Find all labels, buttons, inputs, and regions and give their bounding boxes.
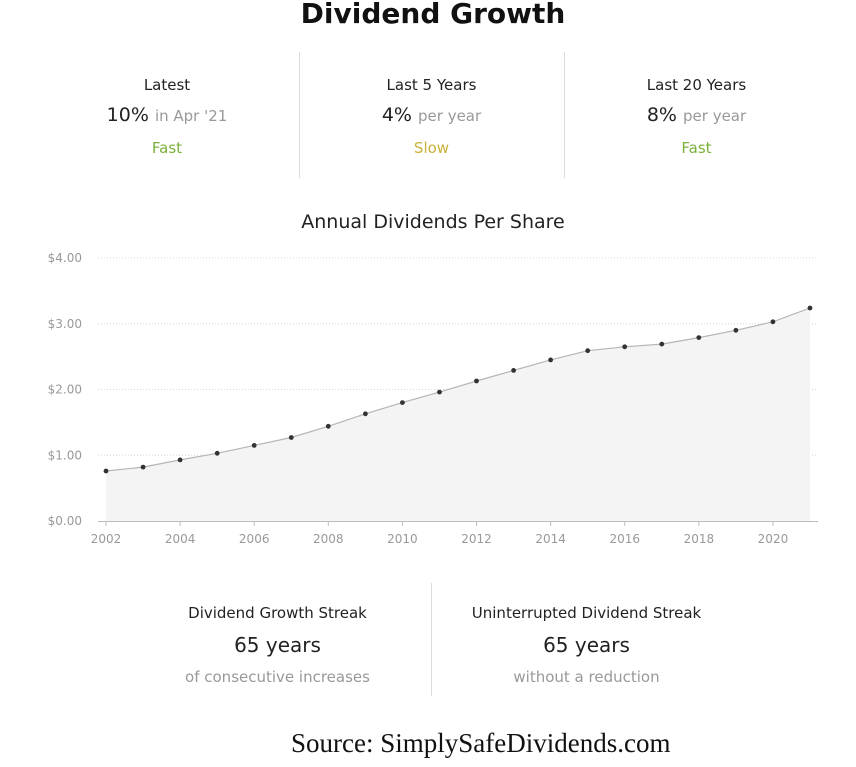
y-tick-label: $2.00 [48,383,82,397]
streak-value: 65 years [543,633,630,657]
stat-label: Latest [143,76,191,94]
source-caption: Source: SimplySafeDividends.com [291,728,671,758]
stat-label: Last 5 Years [386,76,477,94]
stat-value-number: 4% [381,104,412,126]
stat-value: 10% in Apr '21 [35,104,299,126]
data-point [733,327,739,333]
x-tick-label: 2016 [609,532,640,546]
x-tick-label: 2004 [165,532,196,546]
stat-value: 4% per year [299,104,564,126]
data-point [659,341,665,347]
data-point [251,443,257,448]
stat-value: 8% per year [564,104,829,126]
data-point [585,348,591,354]
data-point [400,400,405,405]
streak-sub: of consecutive increases [185,668,370,686]
stat-value-sub: in Apr '21 [154,107,228,125]
y-tick-label: $3.00 [48,317,82,331]
x-tick-label: 2008 [313,532,344,546]
data-point [696,335,702,340]
dividends-chart: $0.00 $1.00 $2.00 $3.00 $4.00 2002 2004 2006 200… [48,251,818,546]
x-tick-label: 2018 [684,532,715,546]
x-tick-label: 2006 [239,532,270,546]
data-point [325,423,331,429]
data-point [437,389,442,395]
data-point [214,450,220,456]
y-tick-label: $0.00 [48,514,82,528]
data-point [363,411,368,417]
stat-value-number: 8% [646,104,677,126]
data-point [511,368,516,373]
stat-value-sub: per year [418,107,482,125]
streak-dividend-growth: Dividend Growth Streak 65 years of conse… [124,583,432,696]
streak-uninterrupted: Uninterrupted Dividend Streak 65 years w… [432,583,741,696]
x-tick-label: 2010 [387,532,418,546]
stat-last-5-years: Last 5 Years 4% per year Slow [299,52,565,178]
data-point [807,305,813,311]
stat-rating: Fast [151,139,183,157]
chart-title: Annual Dividends Per Share [301,211,565,233]
streak-label: Uninterrupted Dividend Streak [471,604,702,622]
data-point [177,457,183,463]
stat-rating: Slow [413,139,450,157]
data-point [548,357,553,363]
x-tick-label: 2014 [535,532,566,546]
y-tick-label: $1.00 [48,448,82,462]
stat-last-20-years: Last 20 Years 8% per year Fast [564,52,829,178]
stat-latest: Latest 10% in Apr '21 Fast [35,52,300,178]
streak-sub: without a reduction [513,668,660,686]
x-tick-label: 2002 [91,532,122,546]
streak-label: Dividend Growth Streak [188,604,367,622]
streak-value: 65 years [234,633,321,657]
data-point [770,319,776,325]
data-point [103,468,109,474]
series-line [105,307,811,472]
stat-label: Last 20 Years [646,76,747,94]
stat-value-number: 10% [106,104,149,126]
stat-value-sub: per year [683,107,747,125]
x-tick-label: 2012 [461,532,492,546]
page-title: Dividend Growth [300,0,566,30]
stat-rating: Fast [681,139,712,157]
data-point [474,378,479,384]
y-tick-label: $4.00 [48,251,82,265]
data-point [140,464,146,470]
x-tick-label: 2020 [758,532,789,546]
data-point [288,435,294,440]
area-fill [106,308,810,521]
data-point [622,344,628,350]
